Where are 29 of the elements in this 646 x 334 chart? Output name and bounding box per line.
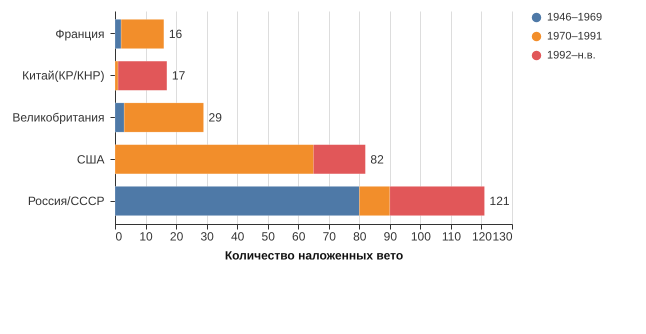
x-tick-label: 130 bbox=[492, 230, 513, 244]
legend-label: 1946–1969 bbox=[547, 12, 602, 24]
x-tick-label: 120 bbox=[472, 230, 492, 244]
legend-label: 1992–н.в. bbox=[547, 50, 596, 62]
x-tick-label: 70 bbox=[322, 230, 336, 244]
x-tick-label: 60 bbox=[292, 230, 306, 244]
total-label: 17 bbox=[172, 68, 186, 83]
x-tick-label: 80 bbox=[353, 230, 367, 244]
y-tick-label: Китай(КР/КНР) bbox=[22, 68, 104, 83]
total-label: 121 bbox=[490, 194, 510, 208]
total-label: 82 bbox=[370, 152, 384, 166]
x-tick-label: 100 bbox=[410, 230, 432, 244]
y-tick-label: Франция bbox=[55, 26, 104, 41]
x-tick-label: 90 bbox=[384, 230, 398, 244]
x-tick-label: 40 bbox=[230, 230, 245, 244]
x-tick-label: 20 bbox=[170, 230, 184, 244]
x-tick-label: 0 bbox=[116, 230, 122, 244]
bar bbox=[118, 60, 168, 91]
y-tick-label: Россия/СССР bbox=[28, 194, 104, 208]
x-tick-label: 30 bbox=[200, 230, 214, 244]
x-tick-label: 110 bbox=[442, 230, 462, 244]
y-tick-label: Великобритания bbox=[12, 110, 104, 124]
legend-label: 1970–1991 bbox=[547, 30, 602, 42]
total-label: 29 bbox=[208, 110, 222, 124]
x-axis-title: Количество наложенных вето bbox=[224, 248, 404, 262]
total-label: 16 bbox=[168, 26, 183, 41]
y-tick-label: США bbox=[76, 152, 104, 166]
x-tick-label: 10 bbox=[139, 230, 154, 244]
x-tick-label: 50 bbox=[262, 230, 276, 244]
